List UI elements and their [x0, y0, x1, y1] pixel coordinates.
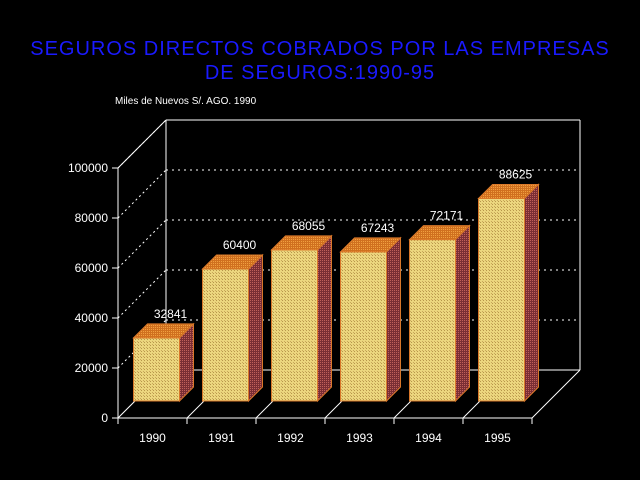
- bar-1990: [132, 322, 195, 403]
- bar-front: [271, 249, 318, 402]
- bar-top: [408, 225, 471, 241]
- bar-top: [477, 183, 540, 199]
- bar-1994: [408, 224, 471, 403]
- grid-diagonal: [117, 119, 167, 169]
- y-tick-label: 40000: [75, 311, 109, 325]
- y-tick-label: 100000: [68, 161, 108, 175]
- chart-title-line-2: DE SEGUROS:1990-95: [204, 62, 436, 84]
- chart-title-line-1: SEGUROS DIRECTOS COBRADOS POR LAS EMPRES…: [30, 38, 610, 60]
- bar-side: [317, 234, 332, 403]
- grid-diagonal: [117, 219, 167, 269]
- grid-diagonal: [117, 169, 167, 219]
- x-tick-label: 1991: [208, 431, 235, 445]
- data-label: 72171: [430, 209, 464, 223]
- bar-top: [270, 235, 333, 251]
- bar-side: [455, 224, 470, 403]
- x-tick-label: 1990: [139, 431, 166, 445]
- bars: [132, 183, 540, 403]
- bar-front: [202, 268, 249, 402]
- bar-side: [386, 236, 401, 403]
- bar-front: [340, 251, 387, 402]
- bar-1993: [339, 236, 402, 403]
- x-tick-label: 1995: [484, 431, 511, 445]
- x-tick-label: 1994: [415, 431, 442, 445]
- bar-front: [133, 337, 180, 402]
- data-label: 32841: [154, 307, 188, 321]
- y-tick-label: 20000: [75, 361, 109, 375]
- bar-front: [409, 239, 456, 402]
- data-label: 67243: [361, 221, 395, 235]
- bar-1992: [270, 234, 333, 403]
- bar-1995: [477, 183, 540, 403]
- y-tick-label: 0: [101, 411, 108, 425]
- bar-top: [132, 323, 195, 339]
- data-label: 60400: [223, 238, 257, 252]
- unit-label: Miles de Nuevos S/. AGO. 1990: [115, 96, 257, 107]
- data-label: 68055: [292, 219, 326, 233]
- bar-side: [248, 253, 263, 403]
- bar-front: [478, 197, 525, 402]
- x-tick-label: 1993: [346, 431, 373, 445]
- bar-top: [339, 237, 402, 253]
- data-label: 88625: [499, 167, 533, 181]
- bar-top: [201, 254, 264, 270]
- y-tick-label: 80000: [75, 211, 109, 225]
- grid-diagonal: [117, 269, 167, 319]
- y-tick-label: 60000: [75, 261, 109, 275]
- labels: 0 20000 40000 60000 80000 100000 1990 1991 1992 1…: [68, 161, 533, 445]
- bar-1991: [201, 253, 264, 403]
- bar-side: [524, 183, 539, 403]
- x-tick-label: 1992: [277, 431, 304, 445]
- floor-right-edge: [531, 369, 581, 419]
